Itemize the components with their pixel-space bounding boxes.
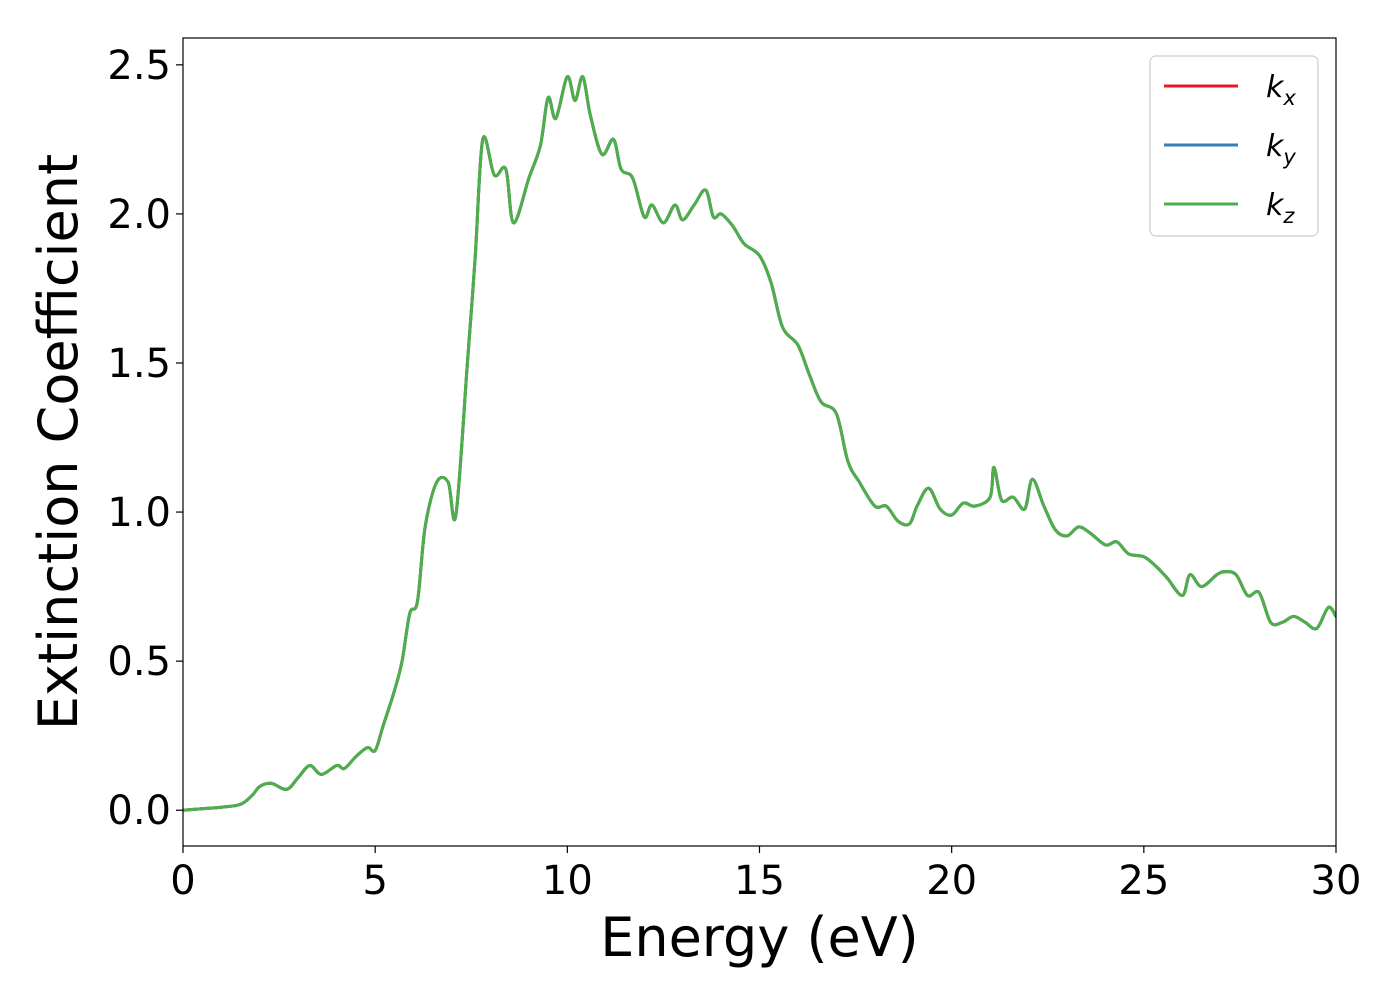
y-tick-label: 0.0 [107, 788, 171, 834]
x-tick-label: 30 [1311, 858, 1362, 904]
y-tick-label: 0.5 [107, 639, 171, 685]
series-layer [183, 75, 1336, 812]
y-tick-label: 2.5 [107, 43, 171, 89]
plot-area [183, 38, 1336, 846]
ticks-layer: 0 5 10 15 20 25 30 0.0 0.5 1.0 1.5 2.0 2.5 [107, 43, 1361, 904]
x-tick-label: 0 [170, 858, 195, 904]
legend-label-k-y: ky [1266, 129, 1296, 169]
y-tick-label: 1.0 [107, 490, 171, 536]
y-tick-label: 1.5 [107, 341, 171, 387]
legend-label-k-z: kz [1266, 188, 1295, 228]
legend-label-k-x: kx [1266, 70, 1296, 110]
y-tick-label: 2.0 [107, 192, 171, 238]
x-axis-title: Energy (eV) [600, 906, 919, 969]
legend: kx ky kz [1149, 55, 1319, 237]
y-axis-title: Extinction Coefficient [27, 154, 90, 730]
x-tick-label: 20 [926, 858, 977, 904]
x-tick-label: 10 [542, 858, 593, 904]
x-tick-label: 15 [734, 858, 785, 904]
x-tick-label: 25 [1118, 858, 1169, 904]
plot-frame [182, 37, 1337, 847]
series-line-k-z [183, 75, 1336, 812]
x-tick-label: 5 [362, 858, 387, 904]
